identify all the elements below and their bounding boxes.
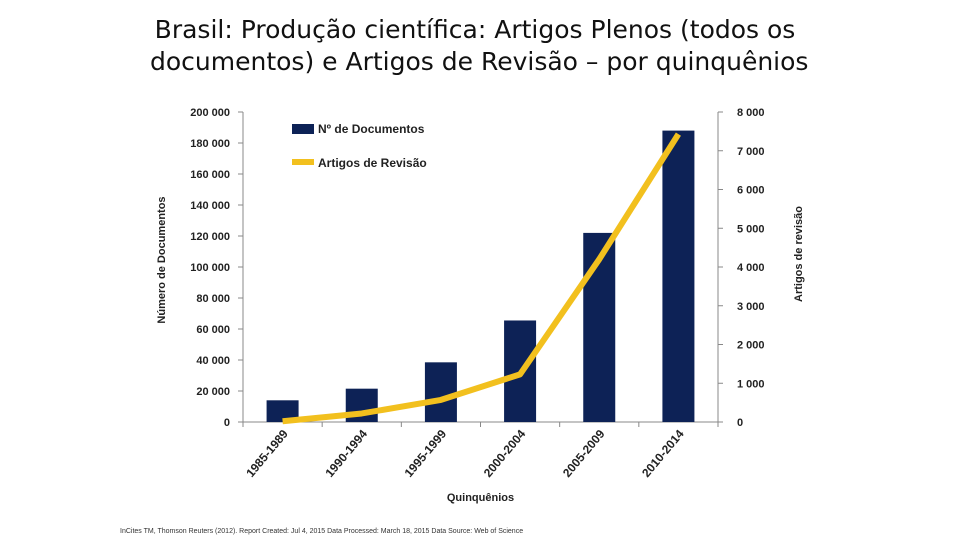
y-tick-label-left: 80 000	[196, 293, 230, 305]
x-tick-label: 1995-1999	[402, 427, 450, 480]
y-tick-label-left: 180 000	[190, 138, 230, 150]
y-tick-label-right: 7 000	[737, 146, 765, 158]
y-tick-label-left: 0	[224, 417, 230, 429]
legend-label-revisao: Artigos de Revisão	[318, 156, 427, 170]
bar-2010-2014	[662, 130, 695, 422]
x-tick-label: 2010-2014	[639, 427, 687, 480]
y-axis-title-left: Número de Documentos	[156, 196, 168, 323]
y-tick-label-left: 60 000	[196, 324, 230, 336]
y-tick-label-left: 160 000	[190, 169, 230, 181]
x-tick-label: 2005-2009	[560, 427, 608, 480]
y-tick-label-left: 20 000	[196, 386, 230, 398]
x-tick-label: 1985-1989	[243, 427, 291, 480]
y-tick-label-right: 4 000	[737, 262, 765, 274]
y-tick-label-right: 6 000	[737, 185, 765, 197]
y-tick-label-right: 1 000	[737, 378, 765, 390]
y-tick-label-left: 120 000	[190, 231, 230, 243]
legend-swatch-revisao	[292, 159, 314, 165]
slide-title: Brasil: Produção científica: Artigos Ple…	[150, 14, 809, 78]
x-tick-label: 1990-1994	[322, 427, 370, 480]
legend-swatch-documentos	[292, 124, 314, 134]
line-artigos-de-revisao	[282, 132, 681, 425]
y-tick-label-right: 8 000	[737, 107, 765, 119]
y-tick-label-right: 0	[737, 417, 743, 429]
y-tick-label-left: 200 000	[190, 107, 230, 119]
slide-title-line-1: Brasil: Produção científica: Artigos Ple…	[154, 15, 796, 44]
y-tick-label-left: 100 000	[190, 262, 230, 274]
y-tick-label-right: 2 000	[737, 340, 765, 352]
source-note: InCites TM, Thomson Reuters (2012). Repo…	[120, 528, 524, 535]
x-axis-title: Quinquênios	[447, 492, 514, 504]
legend-label-documentos: Nº de Documentos	[318, 122, 425, 136]
slide-title-line-2: documentos) e Artigos de Revisão – por q…	[150, 47, 809, 76]
y-axis-title-right: Artigos de revisão	[793, 206, 805, 302]
y-tick-label-left: 140 000	[190, 200, 230, 212]
y-tick-label-left: 40 000	[196, 355, 230, 367]
y-tick-label-right: 5 000	[737, 223, 765, 235]
y-tick-label-right: 3 000	[737, 301, 765, 313]
bar-1985-1989	[266, 400, 299, 422]
bar-1995-1999	[424, 362, 457, 422]
x-tick-label: 2000-2004	[481, 427, 529, 480]
